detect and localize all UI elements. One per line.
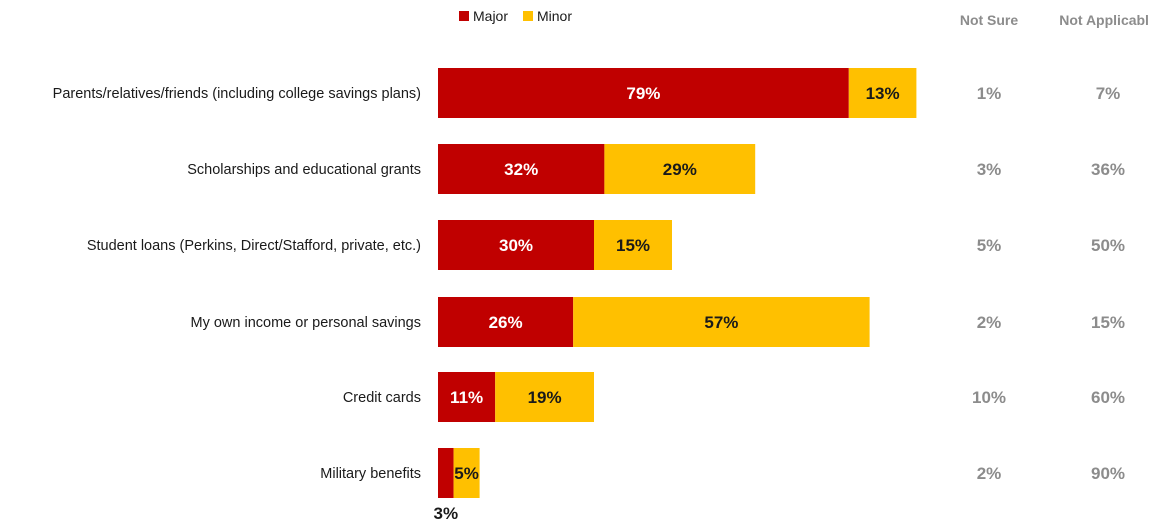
data-label-minor: 15% (616, 236, 650, 255)
category-label: Military benefits (320, 466, 421, 482)
data-label-minor: 57% (704, 313, 738, 332)
category-label: Student loans (Perkins, Direct/Stafford,… (87, 238, 421, 254)
data-label-major: 79% (626, 84, 660, 103)
value-not-applicable: 50% (1091, 236, 1125, 255)
data-label-major: 30% (499, 236, 533, 255)
data-label-minor: 29% (663, 160, 697, 179)
category-label: Scholarships and educational grants (187, 162, 421, 178)
bar-row: Scholarships and educational grants 32% 29… (187, 144, 1125, 194)
value-not-sure: 2% (977, 313, 1002, 332)
column-header-not-sure: Not Sure (960, 12, 1019, 28)
value-not-applicable: 7% (1096, 84, 1121, 103)
legend-swatch-major (459, 11, 469, 21)
bar-row: Parents/relatives/friends (including col… (53, 68, 1121, 118)
legend-swatch-minor (523, 11, 533, 21)
bar-segment-major (438, 372, 496, 422)
bar-segment-major (438, 448, 454, 498)
bar-row: Credit cards 11% 19% 10% 60% (343, 372, 1125, 422)
column-header-not-applicable: Not Applicable (1059, 12, 1149, 28)
bar-segment-minor (594, 220, 672, 270)
data-label-major: 32% (504, 160, 538, 179)
bar-segment-major (438, 68, 849, 118)
bar-segment-major (438, 220, 594, 270)
value-not-sure: 3% (977, 160, 1002, 179)
column-headers: Not Sure Not Applicable (960, 12, 1149, 28)
bar-row: Student loans (Perkins, Direct/Stafford,… (87, 220, 1125, 270)
legend-label-major: Major (473, 8, 508, 24)
bar-segment-minor (453, 448, 480, 498)
value-not-applicable: 36% (1091, 160, 1125, 179)
data-label-major: 11% (450, 388, 483, 407)
data-label-minor: 13% (866, 84, 900, 103)
value-not-applicable: 60% (1091, 388, 1125, 407)
value-not-sure: 1% (977, 84, 1002, 103)
legend: Major Minor (459, 8, 572, 24)
data-label-major: 26% (489, 313, 523, 332)
category-label: Credit cards (343, 390, 421, 406)
chart-rows: Parents/relatives/friends (including col… (53, 68, 1125, 523)
data-label-major: 3% (434, 504, 459, 523)
bar-segment-minor (848, 68, 917, 118)
data-label-minor: 5% (454, 464, 479, 483)
bar-segment-minor (604, 144, 756, 194)
bar-row: My own income or personal savings 26% 57% 2… (191, 297, 1125, 347)
value-not-sure: 5% (977, 236, 1002, 255)
category-label: Parents/relatives/friends (including col… (53, 86, 421, 102)
bar-segment-major (438, 144, 605, 194)
value-not-sure: 10% (972, 388, 1006, 407)
legend-label-minor: Minor (537, 8, 572, 24)
value-not-sure: 2% (977, 464, 1002, 483)
bar-row: Military benefits 3% 5% 2% 90% (320, 448, 1125, 523)
value-not-applicable: 90% (1091, 464, 1125, 483)
value-not-applicable: 15% (1091, 313, 1125, 332)
bar-segment-minor (495, 372, 594, 422)
bar-segment-minor (573, 297, 870, 347)
category-label: My own income or personal savings (191, 315, 422, 331)
bar-segment-major (438, 297, 574, 347)
data-label-minor: 19% (528, 388, 562, 407)
